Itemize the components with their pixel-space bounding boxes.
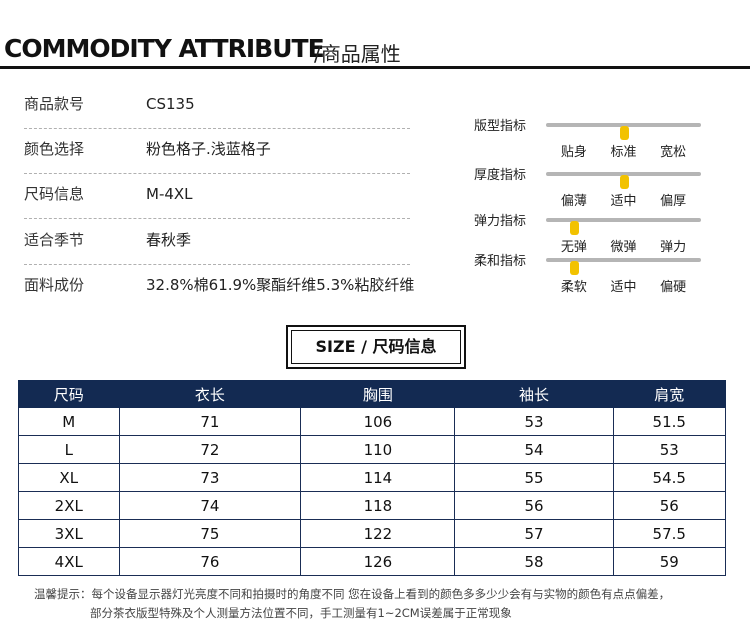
indicator-softness: 柔和指标 柔软 适中 偏硬 bbox=[460, 250, 720, 295]
indicator-thickness: 厚度指标 偏薄 适中 偏厚 bbox=[460, 164, 720, 209]
attribute-row: 商品款号 CS135 bbox=[24, 82, 410, 129]
attribute-label: 尺码信息 bbox=[24, 185, 85, 203]
indicator-option: 弹力 bbox=[660, 240, 687, 255]
table-header-row: 尺码 衣长 胸围 袖长 肩宽 bbox=[18, 380, 727, 408]
size-section-title-inner: SIZE / 尺码信息 bbox=[291, 330, 461, 364]
size-section-title: SIZE / 尺码信息 bbox=[286, 325, 466, 369]
table-cell: 55 bbox=[454, 463, 614, 492]
indicator-label: 柔和指标 bbox=[473, 254, 526, 269]
indicator-option: 微弹 bbox=[610, 240, 637, 255]
table-cell: 76 bbox=[118, 547, 302, 576]
indicator-knob bbox=[619, 175, 629, 189]
attribute-value: 32.8%棉61.9%聚酯纤维5.3%粘胶纤维 bbox=[146, 276, 415, 294]
indicator-knob bbox=[569, 261, 579, 275]
indicator-option: 适中 bbox=[610, 280, 637, 295]
table-cell: 106 bbox=[300, 407, 456, 436]
table-cell: 57.5 bbox=[612, 519, 727, 548]
indicator-track: 贴身 标准 宽松 bbox=[546, 123, 701, 160]
attribute-label: 面料成份 bbox=[24, 276, 85, 294]
table-cell: 126 bbox=[300, 547, 456, 576]
table-cell: 114 bbox=[300, 463, 456, 492]
attribute-value: 粉色格子.浅蓝格子 bbox=[146, 140, 271, 158]
indicator-label: 弹力指标 bbox=[473, 214, 526, 229]
indicator-elasticity: 弹力指标 无弹 微弹 弹力 bbox=[460, 210, 720, 255]
table-cell: 58 bbox=[454, 547, 614, 576]
column-header: 衣长 bbox=[118, 380, 302, 408]
table-cell: 75 bbox=[118, 519, 302, 548]
indicator-option: 无弹 bbox=[560, 240, 587, 255]
table-cell: XL bbox=[18, 463, 120, 492]
table-cell: 51.5 bbox=[612, 407, 727, 436]
attribute-row: 面料成份 32.8%棉61.9%聚酯纤维5.3%粘胶纤维 bbox=[24, 263, 414, 309]
table-cell: 53 bbox=[454, 407, 614, 436]
indicator-label: 版型指标 bbox=[473, 119, 526, 134]
header-subtitle: /商品属性 bbox=[314, 42, 401, 66]
table-row: M 71 106 53 51.5 bbox=[18, 407, 727, 436]
table-row: 3XL 75 122 57 57.5 bbox=[18, 519, 727, 548]
table-cell: 2XL bbox=[18, 491, 120, 520]
table-cell: L bbox=[18, 435, 120, 464]
table-cell: 122 bbox=[300, 519, 456, 548]
table-cell: M bbox=[18, 407, 120, 436]
table-row: XL 73 114 55 54.5 bbox=[18, 463, 727, 492]
table-cell: 53 bbox=[612, 435, 727, 464]
indicator-option: 标准 bbox=[610, 145, 637, 160]
indicator-knob bbox=[569, 221, 579, 235]
attribute-value: M-4XL bbox=[146, 185, 193, 203]
table-cell: 59 bbox=[612, 547, 727, 576]
size-title-en: SIZE / bbox=[315, 337, 367, 356]
header-divider bbox=[0, 66, 750, 69]
section-header: COMMODITY ATTRIBUTE /商品属性 bbox=[0, 30, 750, 70]
table-cell: 110 bbox=[300, 435, 456, 464]
tip-note-line-2: 部分茶衣版型特殊及个人测量方法位置不同，手工测量有1~2CM误差属于正常现象 bbox=[90, 606, 512, 620]
indicator-option: 偏硬 bbox=[660, 280, 687, 295]
table-cell: 54.5 bbox=[612, 463, 727, 492]
attribute-label: 适合季节 bbox=[24, 231, 85, 249]
indicator-option: 柔软 bbox=[560, 280, 587, 295]
table-row: 4XL 76 126 58 59 bbox=[18, 547, 727, 576]
table-cell: 71 bbox=[118, 407, 302, 436]
table-cell: 56 bbox=[454, 491, 614, 520]
header-title: COMMODITY ATTRIBUTE bbox=[4, 34, 325, 63]
attribute-row: 适合季节 春秋季 bbox=[24, 218, 410, 265]
table-cell: 56 bbox=[612, 491, 727, 520]
column-header: 胸围 bbox=[300, 380, 456, 408]
indicator-option: 偏薄 bbox=[560, 194, 587, 209]
indicator-knob bbox=[619, 126, 629, 140]
attribute-label: 商品款号 bbox=[24, 95, 85, 113]
indicator-track: 偏薄 适中 偏厚 bbox=[546, 172, 701, 209]
size-title-cn: 尺码信息 bbox=[372, 337, 437, 356]
attribute-label: 颜色选择 bbox=[24, 140, 85, 158]
column-header: 尺码 bbox=[18, 380, 120, 408]
table-cell: 72 bbox=[118, 435, 302, 464]
attribute-value: CS135 bbox=[146, 95, 195, 113]
indicator-fit: 版型指标 贴身 标准 宽松 bbox=[460, 115, 720, 160]
table-cell: 4XL bbox=[18, 547, 120, 576]
attribute-row: 颜色选择 粉色格子.浅蓝格子 bbox=[24, 127, 410, 174]
indicator-option: 贴身 bbox=[560, 145, 587, 160]
indicator-option: 宽松 bbox=[660, 145, 687, 160]
table-cell: 3XL bbox=[18, 519, 120, 548]
table-cell: 57 bbox=[454, 519, 614, 548]
table-cell: 74 bbox=[118, 491, 302, 520]
tip-note-line-1: 温馨提示：每个设备显示器灯光亮度不同和拍摄时的角度不同 您在设备上看到的颜色多多… bbox=[34, 587, 671, 601]
table-row: 2XL 74 118 56 56 bbox=[18, 491, 727, 520]
table-row: L 72 110 54 53 bbox=[18, 435, 727, 464]
table-cell: 118 bbox=[300, 491, 456, 520]
attribute-value: 春秋季 bbox=[146, 231, 192, 249]
size-table: 尺码 衣长 胸围 袖长 肩宽 M 71 106 53 51.5 L 72 110… bbox=[18, 380, 727, 576]
column-header: 袖长 bbox=[454, 380, 614, 408]
indicator-option: 偏厚 bbox=[660, 194, 687, 209]
attribute-row: 尺码信息 M-4XL bbox=[24, 172, 410, 219]
indicator-track: 柔软 适中 偏硬 bbox=[546, 258, 701, 295]
column-header: 肩宽 bbox=[612, 380, 727, 408]
indicator-label: 厚度指标 bbox=[473, 168, 526, 183]
table-cell: 54 bbox=[454, 435, 614, 464]
indicator-option: 适中 bbox=[610, 194, 637, 209]
indicator-track: 无弹 微弹 弹力 bbox=[546, 218, 701, 255]
table-cell: 73 bbox=[118, 463, 302, 492]
